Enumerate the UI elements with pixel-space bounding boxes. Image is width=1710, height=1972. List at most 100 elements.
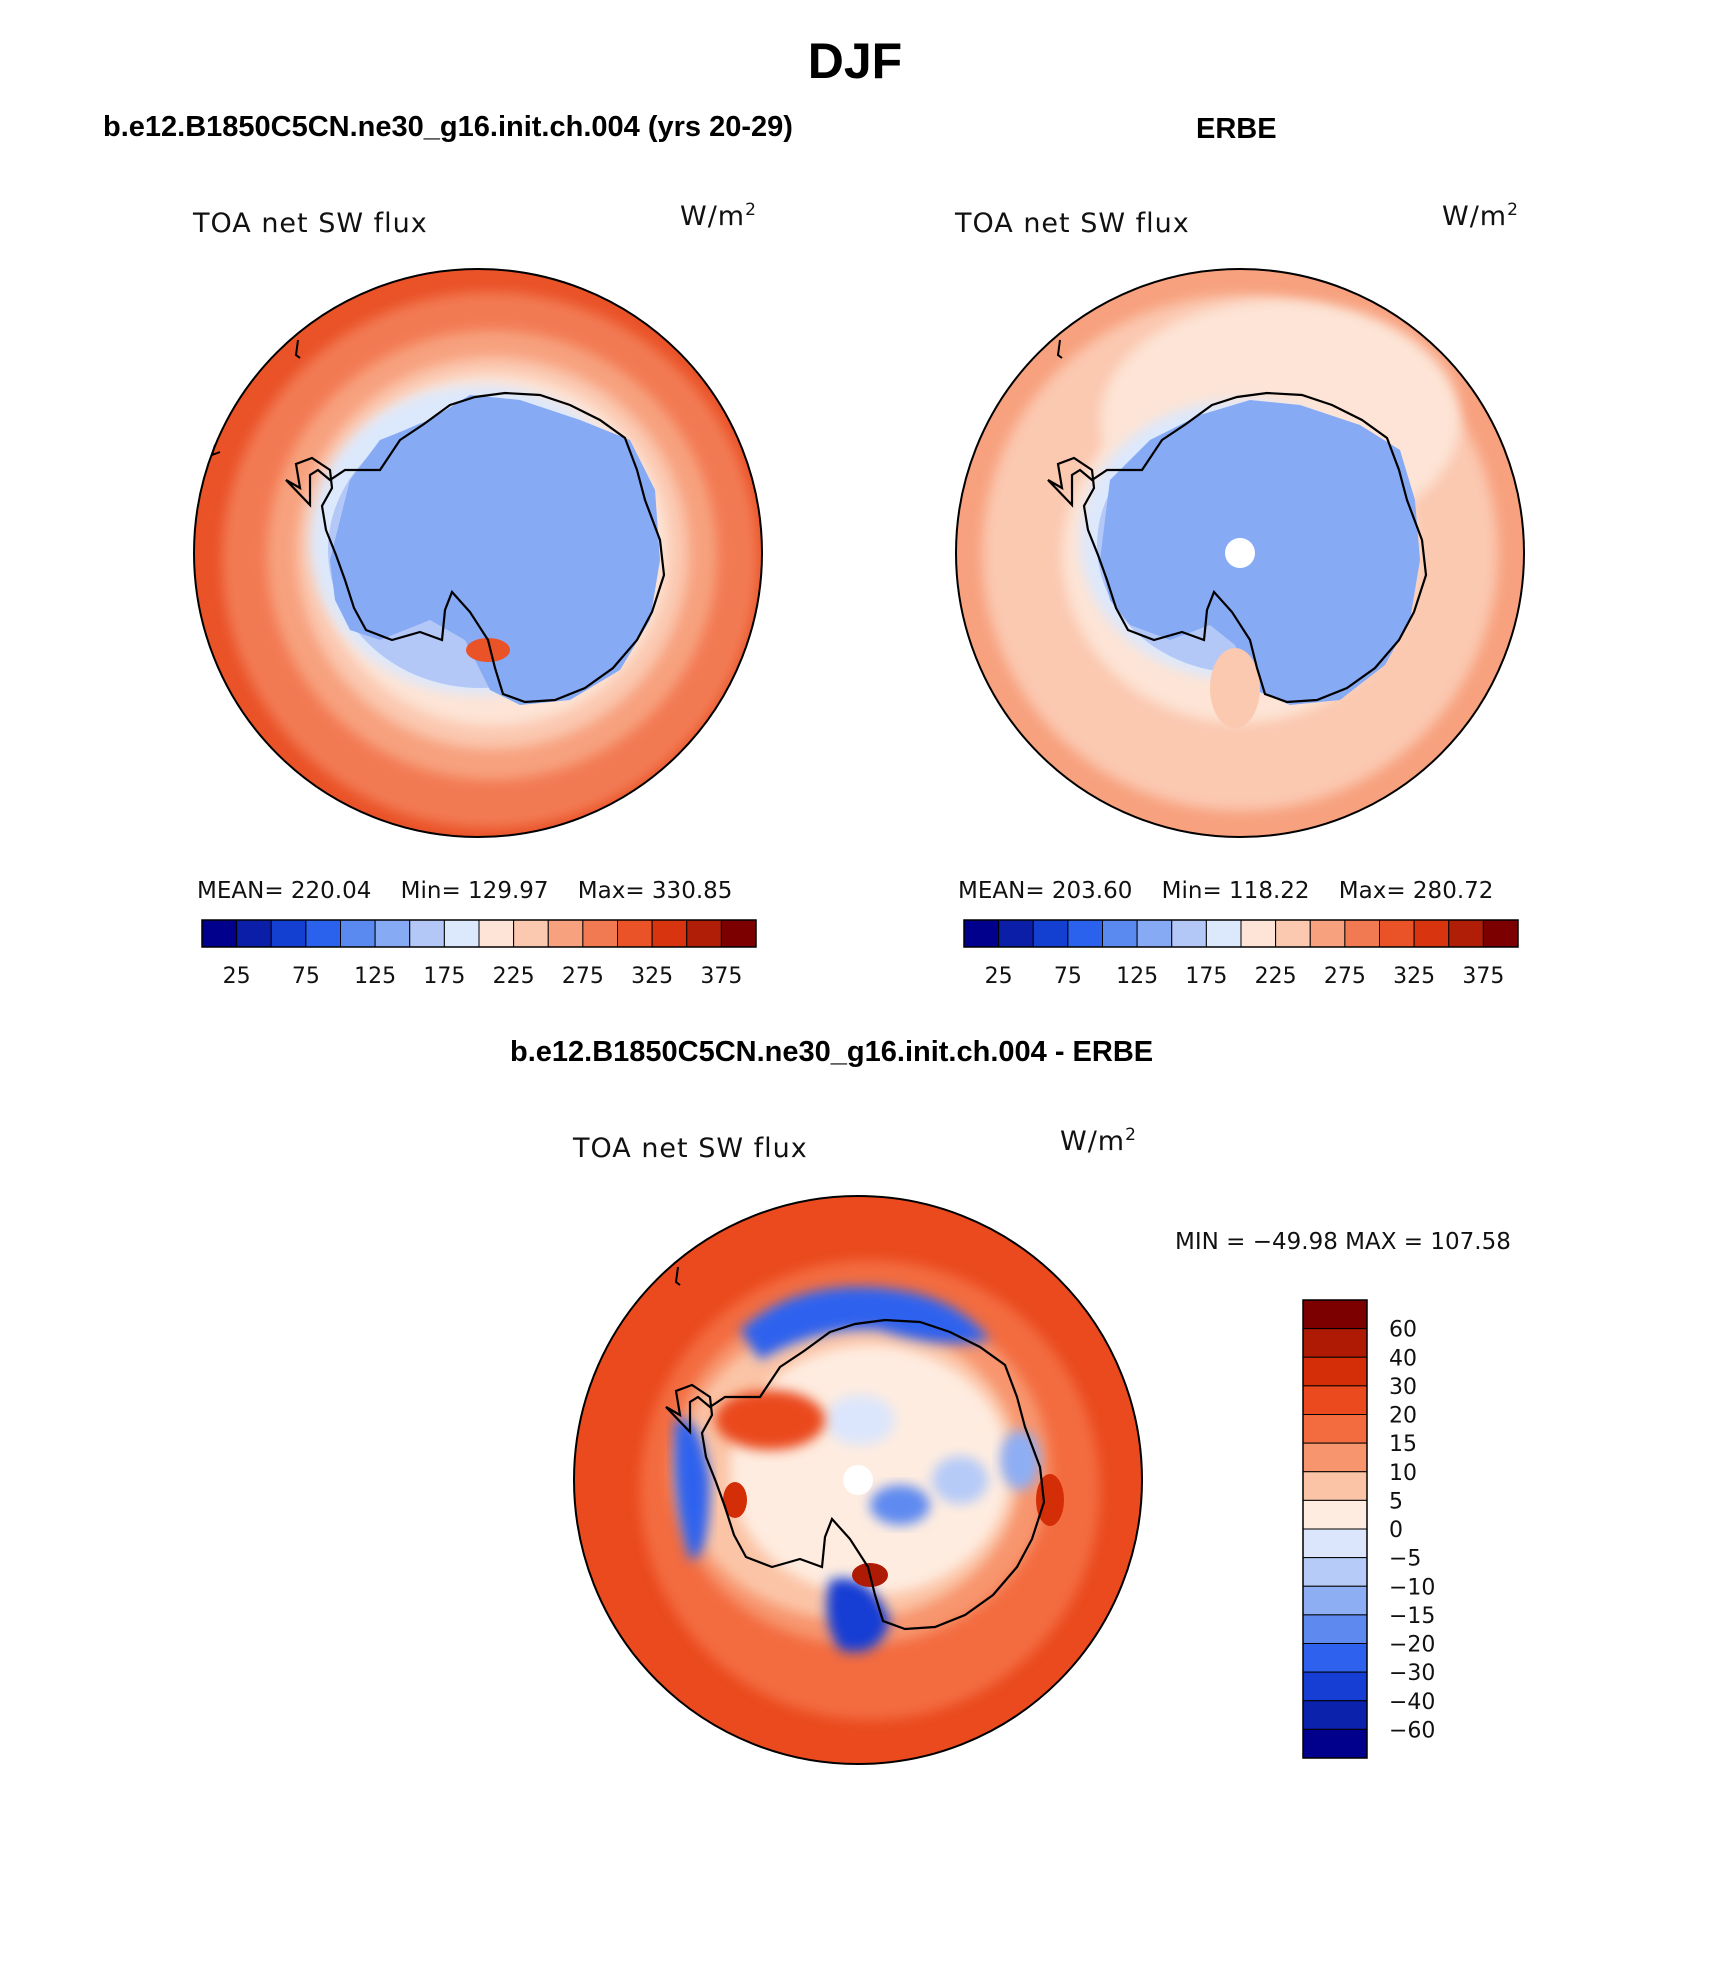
obs-panel-title: ERBE: [1196, 113, 1277, 145]
diff-colorbar-tick-label: 60: [1389, 1318, 1417, 1343]
obs-colorbar-swatch: [1205, 919, 1242, 948]
obs-colorbar-swatch: [1413, 919, 1450, 948]
diff-colorbar-swatch: [1302, 1557, 1368, 1587]
diff-colorbar-tick-label: −10: [1389, 1575, 1435, 1600]
model-colorbar-swatch: [651, 919, 688, 948]
model-colorbar-frame: [201, 919, 757, 948]
model-colorbar-swatch: [547, 919, 584, 948]
diff-colorbar-swatch: [1302, 1356, 1368, 1387]
obs-colorbar-swatch: [1102, 919, 1138, 948]
model-colorbar-swatch: [478, 919, 515, 948]
model-panel-title: b.e12.B1850C5CN.ne30_g16.init.ch.004 (yr…: [103, 111, 793, 143]
model-units-label: W/m2: [680, 200, 757, 232]
model-colorbar-tick-label: 325: [631, 964, 673, 989]
obs-colorbar: 25 75 125 175 225 275 325 375: [963, 919, 1519, 989]
diff-colorbar-swatch: [1302, 1643, 1368, 1673]
obs-stats: MEAN= 203.60 Min= 118.22 Max= 280.72: [958, 878, 1494, 904]
diff-colorbar-tick-label: 0: [1389, 1518, 1403, 1543]
diff-colorbar-tick-label: 5: [1389, 1489, 1403, 1514]
model-colorbar-tick-label: 225: [493, 964, 535, 989]
obs-colorbar-tick-label: 375: [1462, 964, 1504, 989]
diff-colorbar-swatch: [1302, 1471, 1368, 1501]
diff-variable-label: TOA net SW flux: [573, 1133, 808, 1164]
model-colorbar-swatch: [340, 919, 376, 948]
model-colorbar-tick-label: 75: [292, 964, 320, 989]
diff-colorbar-swatch: [1302, 1700, 1368, 1730]
diff-colorbar-tick-label: 20: [1389, 1404, 1417, 1429]
obs-colorbar-tick-label: 175: [1185, 964, 1227, 989]
model-colorbar-swatch: [374, 919, 411, 948]
diff-polar-map: [573, 1195, 1143, 1765]
diff-map-field: [574, 1196, 1142, 1764]
model-colorbar-swatch: [617, 919, 653, 948]
model-variable-label: TOA net SW flux: [193, 208, 428, 239]
model-colorbar-swatch: [686, 919, 722, 948]
diff-colorbar-swatch: [1302, 1385, 1368, 1415]
model-colorbar-tick-label: 175: [423, 964, 465, 989]
diff-colorbar: 60 40 30 20 15 10 5 0 −5 −10 −15 −20 −30 −40 −60: [1302, 1299, 1435, 1759]
model-colorbar-tick-label: 125: [354, 964, 396, 989]
diff-panel-title: b.e12.B1850C5CN.ne30_g16.init.ch.004 - E…: [510, 1036, 1154, 1068]
model-colorbar-swatch: [582, 919, 618, 948]
model-colorbar-swatch: [236, 919, 272, 948]
model-colorbar-swatch: [443, 919, 480, 948]
model-colorbar-tick-label: 375: [700, 964, 742, 989]
diff-colorbar-swatch: [1302, 1499, 1368, 1530]
model-colorbar-swatch: [201, 919, 238, 948]
diff-colorbar-tick-label: −20: [1389, 1633, 1435, 1658]
diff-colorbar-tick-label: −30: [1389, 1661, 1435, 1686]
obs-units-label: W/m2: [1442, 200, 1519, 232]
obs-colorbar-tick-label: 25: [985, 964, 1013, 989]
obs-colorbar-swatch: [1448, 919, 1484, 948]
diff-units-label: W/m2: [1060, 1125, 1137, 1157]
diff-colorbar-frame: [1302, 1299, 1368, 1759]
diff-colorbar-swatch: [1302, 1614, 1368, 1644]
model-colorbar-swatch: [720, 919, 757, 948]
model-map-field: [194, 269, 762, 837]
model-colorbar-swatch: [409, 919, 445, 948]
obs-map-field: [956, 269, 1524, 837]
obs-colorbar-swatch: [963, 919, 1000, 948]
figure-title: DJF: [807, 33, 903, 89]
obs-colorbar-tick-label: 325: [1393, 964, 1435, 989]
obs-colorbar-tick-label: 225: [1255, 964, 1297, 989]
diff-colorbar-swatch: [1302, 1728, 1368, 1759]
model-colorbar-swatch: [270, 919, 307, 948]
obs-colorbar-swatch: [998, 919, 1034, 948]
model-colorbar-tick-label: 25: [223, 964, 251, 989]
diff-colorbar-swatch: [1302, 1442, 1368, 1473]
obs-colorbar-swatch: [1275, 919, 1311, 948]
model-polar-map: [193, 268, 763, 838]
obs-colorbar-swatch: [1136, 919, 1173, 948]
diff-colorbar-swatch: [1302, 1585, 1368, 1616]
diff-colorbar-tick-label: 10: [1389, 1461, 1417, 1486]
obs-colorbar-swatch: [1309, 919, 1346, 948]
obs-colorbar-tick-label: 125: [1116, 964, 1158, 989]
obs-colorbar-swatch: [1032, 919, 1069, 948]
obs-colorbar-swatch: [1482, 919, 1519, 948]
model-colorbar: 25 75 125 175 225 275 325 375: [201, 919, 757, 989]
obs-variable-label: TOA net SW flux: [955, 208, 1190, 239]
diff-colorbar-swatch: [1302, 1299, 1368, 1330]
diff-colorbar-tick-label: 30: [1389, 1375, 1417, 1400]
diff-colorbar-tick-label: −60: [1389, 1718, 1435, 1743]
diff-minmax: MIN = −49.98 MAX = 107.58: [1175, 1229, 1511, 1255]
obs-colorbar-swatch: [1379, 919, 1415, 948]
diff-colorbar-swatch: [1302, 1671, 1368, 1702]
diff-colorbar-tick-label: 40: [1389, 1346, 1417, 1371]
diff-colorbar-tick-label: 15: [1389, 1432, 1417, 1457]
diff-colorbar-swatch: [1302, 1414, 1368, 1444]
obs-colorbar-swatch: [1240, 919, 1277, 948]
diff-colorbar-swatch: [1302, 1528, 1368, 1559]
obs-colorbar-swatch: [1171, 919, 1207, 948]
model-colorbar-tick-label: 275: [562, 964, 604, 989]
obs-polar-map: [955, 268, 1525, 838]
model-colorbar-swatch: [513, 919, 549, 948]
diff-colorbar-tick-label: −15: [1389, 1604, 1435, 1629]
obs-colorbar-frame: [963, 919, 1519, 948]
obs-colorbar-swatch: [1344, 919, 1380, 948]
diff-colorbar-swatch: [1302, 1328, 1368, 1358]
model-stats: MEAN= 220.04 Min= 129.97 Max= 330.85: [197, 878, 733, 904]
obs-colorbar-swatch: [1067, 919, 1103, 948]
